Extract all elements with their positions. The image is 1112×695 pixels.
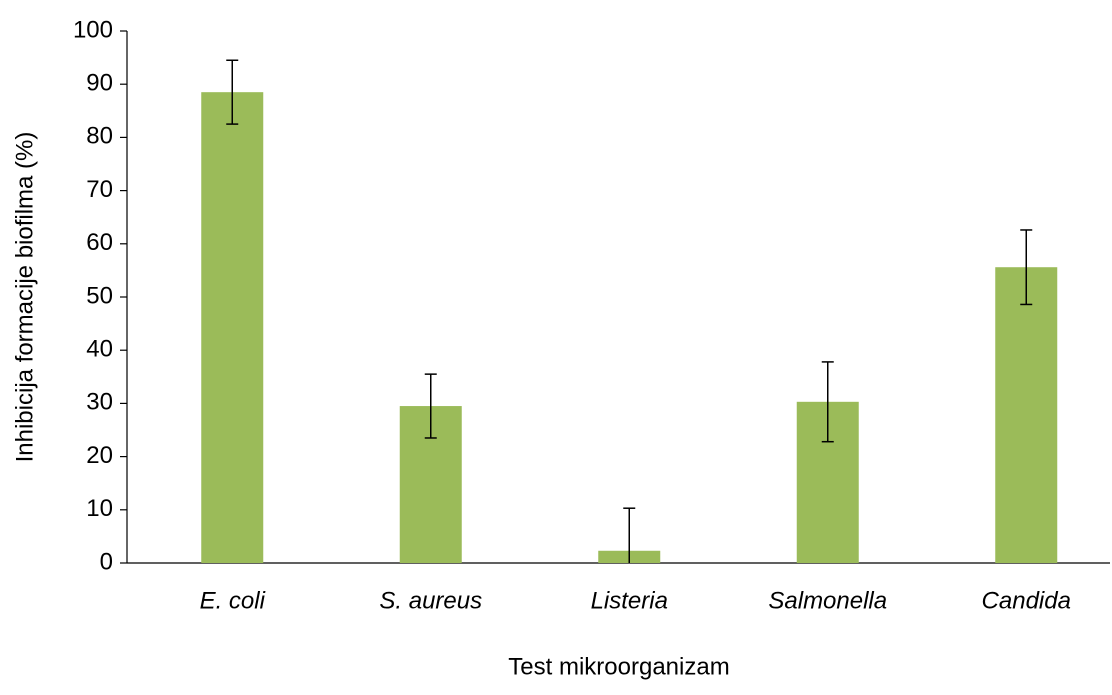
error-bar: [424, 373, 437, 439]
x-tick-label: Listeria: [591, 587, 668, 614]
bar: [201, 92, 264, 564]
y-tick-label: 100: [73, 16, 113, 43]
error-bar: [226, 59, 239, 125]
x-tick-label: Candida: [982, 587, 1071, 614]
y-tick-label: 50: [86, 282, 113, 309]
y-tick-label: 40: [86, 336, 113, 363]
error-bar: [1020, 229, 1033, 306]
x-axis-label: Test mikroorganizam: [508, 653, 729, 680]
y-tick-label: 10: [86, 495, 113, 522]
x-tick-label: E. coli: [200, 587, 266, 614]
y-tick-label: 70: [86, 176, 113, 203]
y-axis-label: Inhibicija formacije biofilma (%): [11, 132, 38, 463]
bar: [995, 267, 1058, 563]
y-tick-label: 80: [86, 123, 113, 150]
y-tick-label: 0: [100, 548, 113, 575]
y-tick-label: 90: [86, 70, 113, 97]
y-tick-label: 20: [86, 442, 113, 469]
error-bar: [623, 507, 636, 563]
x-tick-label: S. aureus: [379, 587, 482, 614]
error-bar: [821, 361, 834, 443]
x-tick-label: Salmonella: [768, 587, 887, 614]
y-tick-label: 30: [86, 389, 113, 416]
y-tick-label: 60: [86, 229, 113, 256]
